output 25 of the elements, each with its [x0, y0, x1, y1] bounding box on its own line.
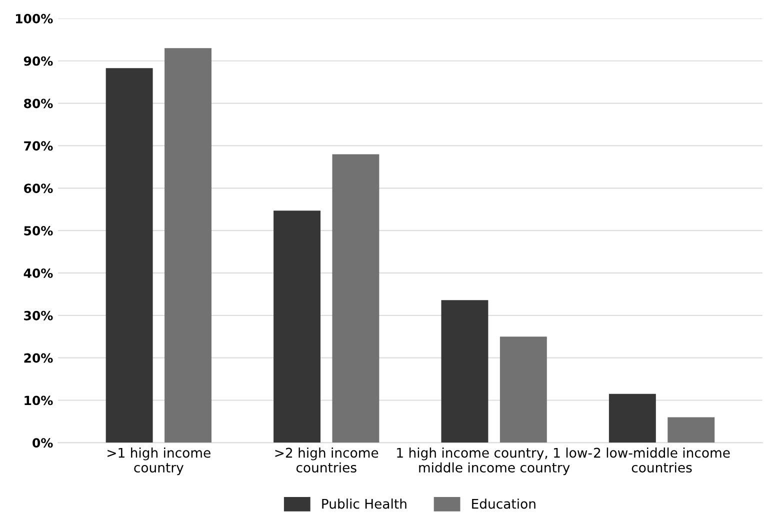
- bar: [500, 336, 547, 443]
- y-tick-label: 100%: [16, 14, 53, 24]
- x-tick-label: 1 high income country, 1 low- middle income country: [397, 448, 592, 476]
- y-tick-label: 40%: [24, 268, 53, 278]
- x-tick-label: >1 high income country: [108, 448, 210, 476]
- bar: [274, 210, 320, 443]
- y-tick-label: 90%: [24, 56, 53, 66]
- bar: [441, 300, 488, 443]
- y-tick-label: 30%: [24, 310, 53, 320]
- y-tick-label: 10%: [24, 396, 53, 406]
- y-tick-label: 20%: [24, 353, 53, 363]
- y-tick-label: 60%: [24, 184, 53, 194]
- bar: [608, 394, 656, 443]
- y-tick-label: 0%: [32, 438, 53, 448]
- legend-label: Education: [472, 498, 536, 509]
- y-tick-label: 70%: [24, 141, 53, 151]
- bar: [668, 417, 715, 443]
- y-tick-label: 50%: [24, 226, 53, 236]
- y-tick-label: 80%: [24, 98, 53, 108]
- bar: [332, 154, 380, 443]
- bar: [106, 68, 153, 443]
- x-tick-label: 2 low-middle income countries: [594, 448, 730, 473]
- legend-label: Public Health: [322, 498, 406, 509]
- bar: [164, 48, 212, 443]
- x-tick-label: >2 high income countries: [275, 448, 378, 473]
